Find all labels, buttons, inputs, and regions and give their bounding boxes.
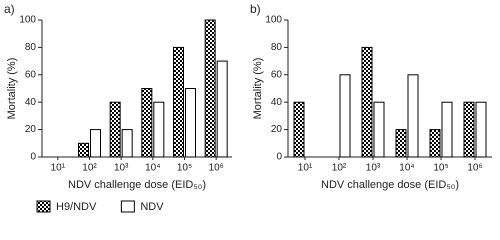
- x-tick-label: 10³: [366, 163, 381, 174]
- bar: [216, 60, 228, 158]
- panel-label: b): [250, 2, 261, 16]
- x-tick-label: 10¹: [51, 163, 66, 174]
- bar: [141, 88, 153, 158]
- y-tick-label: 20: [271, 124, 283, 135]
- bar: [429, 129, 441, 158]
- y-tick-label: 60: [25, 69, 37, 80]
- bar: [373, 101, 385, 158]
- bar: [109, 101, 121, 158]
- x-tick-label: 10⁴: [145, 163, 160, 174]
- bar: [293, 101, 305, 158]
- y-tick-label: 100: [19, 15, 36, 26]
- x-tick-label: 10²: [82, 163, 97, 174]
- bar: [90, 129, 101, 158]
- bar: [185, 88, 196, 158]
- bar: [339, 74, 351, 158]
- y-tick-label: 100: [265, 15, 282, 26]
- y-axis-label: Mortality (%): [252, 58, 264, 120]
- bar: [204, 19, 216, 158]
- legend-swatch: [120, 200, 135, 213]
- x-tick-label: 10⁶: [209, 163, 224, 174]
- x-tick-label: 10⁵: [177, 163, 192, 174]
- bar: [78, 142, 89, 158]
- y-tick-label: 0: [276, 152, 282, 163]
- bar: [361, 46, 373, 158]
- y-tick-label: 40: [271, 97, 283, 108]
- x-tick-label: 10³: [114, 163, 129, 174]
- y-tick-label: 80: [271, 42, 283, 53]
- bar: [173, 46, 184, 158]
- y-tick-label: 60: [271, 69, 283, 80]
- bar: [395, 129, 407, 158]
- x-tick-label: 10⁵: [433, 163, 448, 174]
- y-tick-label: 0: [30, 152, 36, 163]
- bar: [121, 129, 133, 158]
- bar: [441, 101, 453, 158]
- legend-label: NDV: [140, 201, 164, 213]
- page: {"chart_data": [ {"type": "bar", "title"…: [4, 2, 492, 213]
- panel-label: a): [4, 2, 15, 16]
- x-axis-label: NDV challenge dose (EID₅₀): [68, 179, 206, 191]
- bar: [407, 74, 419, 158]
- x-axis-label: NDV challenge dose (EID₅₀): [321, 179, 459, 191]
- bar: [153, 101, 165, 158]
- legend-label: H9/NDV: [56, 201, 97, 213]
- bar: [463, 101, 475, 158]
- y-tick-label: 20: [25, 124, 37, 135]
- y-tick-label: 80: [25, 42, 37, 53]
- x-tick-label: 10⁶: [467, 163, 482, 174]
- x-tick-label: 10⁴: [399, 163, 414, 174]
- y-axis-label: Mortality (%): [6, 58, 18, 120]
- figure: a) 0 20 40 60 80 100 Mortality (%) 10¹ 10² 10³ 10⁴ 1…: [4, 2, 492, 213]
- x-tick-label: 10¹: [298, 163, 313, 174]
- legend-swatch: [36, 200, 51, 213]
- y-tick-label: 40: [25, 97, 37, 108]
- x-tick-label: 10²: [332, 163, 347, 174]
- bar: [475, 101, 487, 158]
